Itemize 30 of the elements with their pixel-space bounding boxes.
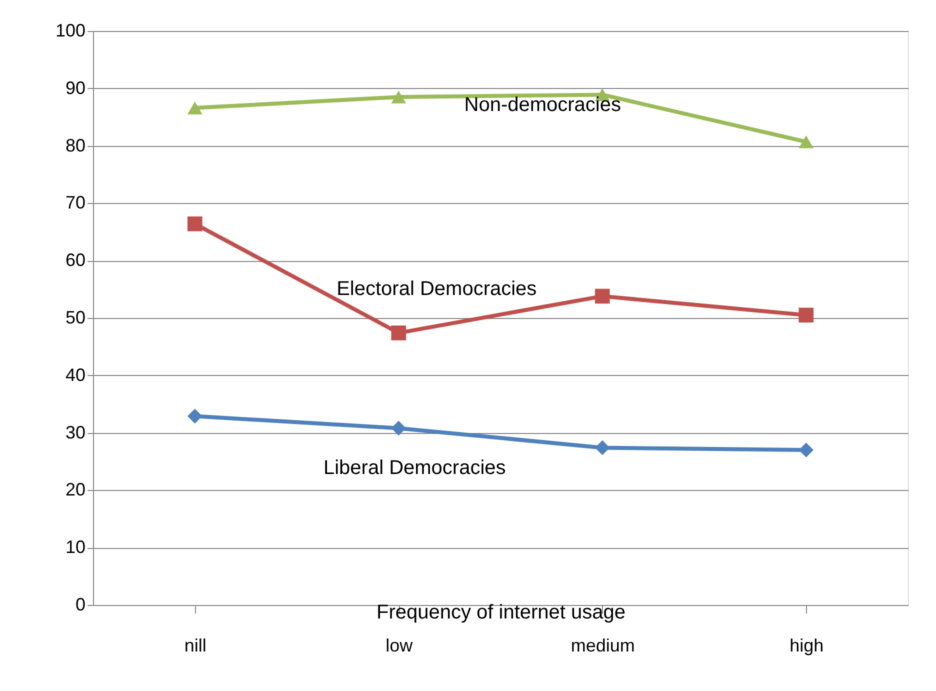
y-tick-label: 10 [65,537,86,558]
y-tick-label: 90 [65,78,86,98]
point [594,440,610,456]
point [798,442,814,458]
point [798,308,814,323]
x-tick-label: high [790,636,824,656]
series-label: Liberal Democracies [323,457,506,480]
point [187,408,202,424]
point [798,135,814,148]
series-label: Non-democracies [464,94,621,116]
y-tick-label: 50 [65,308,86,328]
x-axis-title: Frequency of internet usage [376,602,626,624]
point [187,101,202,114]
y-tick-label: 60 [65,250,86,270]
point [391,326,406,340]
y-tick-label: 20 [65,480,86,500]
y-tick-label: 40 [65,364,86,385]
x-tick-label: medium [570,636,635,656]
point [391,420,406,436]
x-tick-label: low [386,636,414,656]
y-tick-label: 100 [55,20,86,40]
y-tick-label: 30 [65,422,86,442]
x-tick-label: nill [184,636,206,656]
series-label: Electoral Democracies [336,278,537,300]
y-tick-label: 0 [75,594,86,614]
point [391,90,406,104]
y-tick-label: 80 [65,135,86,156]
point [594,288,610,304]
point [187,216,202,232]
y-tick-label: 70 [65,192,86,213]
